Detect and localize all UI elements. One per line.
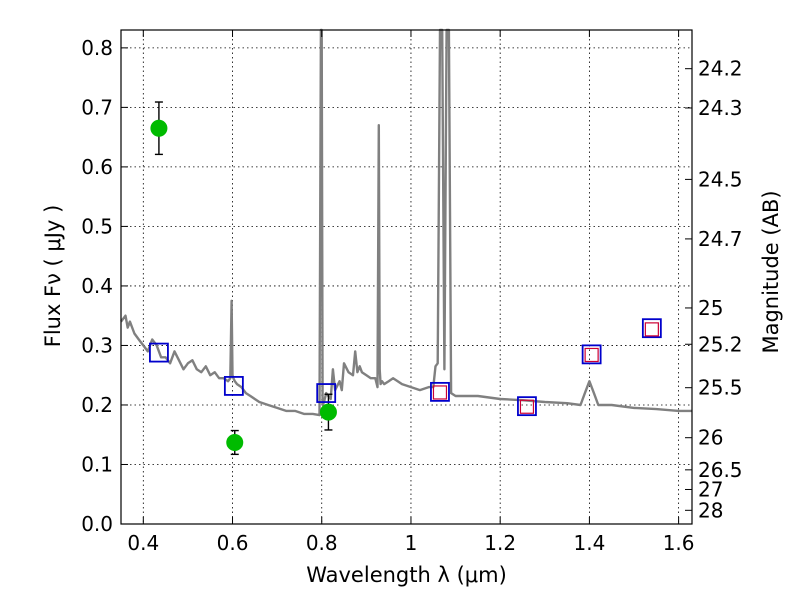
y-axis-label: Flux Fν ( μJy ) xyxy=(41,205,65,348)
y-tick-label: 0.6 xyxy=(81,155,113,179)
x-tick-label: 1.6 xyxy=(663,531,695,555)
y-tick-label: 0.2 xyxy=(81,393,113,417)
x-tick-label: 0.6 xyxy=(217,531,249,555)
model-photometry-square xyxy=(641,318,662,339)
model-photometry-square xyxy=(223,376,244,396)
ticks: 0.4 0.6 0.8 1 1.2 1.4 1.6 0.0 0.1 0.2 0.3 0.4 0.5 0.6… xyxy=(81,30,743,555)
observed-flux-point xyxy=(226,433,244,451)
x-tick-label: 1.4 xyxy=(573,531,605,555)
model-photometry-square xyxy=(517,396,537,417)
model-photometry-square xyxy=(316,383,337,403)
marker-layer xyxy=(149,101,662,456)
y2-tick-label: 24.7 xyxy=(698,227,743,251)
x-axis-label: Wavelength λ (μm) xyxy=(306,563,507,587)
y-tick-label: 0.4 xyxy=(81,274,113,298)
y2-tick-label: 27 xyxy=(698,477,723,501)
observed-flux-point xyxy=(319,403,337,421)
y2-tick-label: 26.5 xyxy=(698,458,743,482)
model-photometry-square xyxy=(430,381,450,402)
y2-tick-label: 25.2 xyxy=(698,332,743,356)
y2-tick-label: 24.2 xyxy=(698,57,743,81)
y2-tick-label: 25.5 xyxy=(698,376,743,400)
grid xyxy=(121,30,692,525)
y2-tick-label: 24.3 xyxy=(698,96,743,120)
x-tick-label: 0.4 xyxy=(127,531,159,555)
y2-axis-label: Magnitude (AB) xyxy=(759,190,783,353)
y-tick-label: 0.7 xyxy=(81,95,113,119)
observed-flux-point xyxy=(150,119,168,137)
y2-tick-label: 26 xyxy=(698,426,723,450)
y-tick-label: 0.8 xyxy=(81,36,113,60)
predicted-magnitude-square xyxy=(644,322,659,337)
y-tick-label: 0.5 xyxy=(81,214,113,238)
y2-tick-label: 25 xyxy=(698,296,723,320)
x-tick-label: 1.2 xyxy=(484,531,516,555)
y-tick-label: 0.3 xyxy=(81,333,113,357)
model-photometry-square xyxy=(581,344,602,365)
y2-tick-label: 24.5 xyxy=(698,167,743,191)
plot-frame xyxy=(120,29,693,525)
predicted-magnitude-square xyxy=(519,399,535,414)
x-tick-label: 1 xyxy=(405,531,418,555)
sed-model-line xyxy=(120,28,692,417)
y-tick-label: 0.1 xyxy=(81,452,113,476)
y2-tick-label: 28 xyxy=(698,498,723,522)
series-layer xyxy=(120,28,692,417)
predicted-magnitude-square xyxy=(432,385,448,400)
model-photometry-square xyxy=(149,342,169,363)
predicted-magnitude-square xyxy=(584,347,599,363)
x-tick-label: 0.8 xyxy=(306,531,338,555)
y-tick-label: 0.0 xyxy=(81,512,113,536)
